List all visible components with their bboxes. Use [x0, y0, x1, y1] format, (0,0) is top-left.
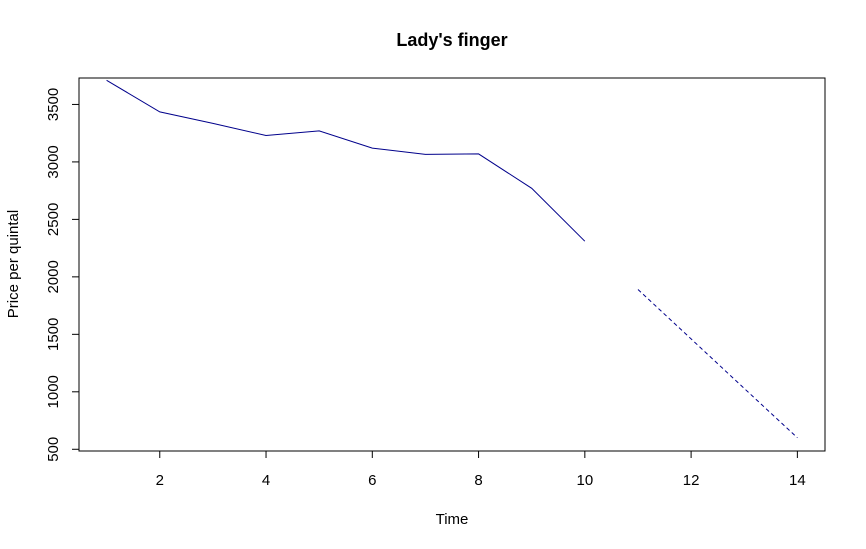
y-axis: 500 1000 1500 2000 2500 3000 3500 — [45, 88, 80, 462]
plot-frame — [78, 77, 826, 452]
y-tick-label: 3500 — [45, 88, 62, 121]
y-tick-label: 1500 — [45, 318, 62, 351]
x-tick-label: 4 — [262, 472, 270, 489]
x-axis-label: Time — [436, 511, 469, 528]
y-tick-label: 3000 — [45, 145, 62, 178]
x-axis: 2 4 6 8 10 12 14 — [156, 450, 806, 489]
y-axis-label: Price per quintal — [5, 210, 22, 318]
y-tick-label: 2500 — [45, 203, 62, 236]
x-tick-label: 2 — [156, 472, 164, 489]
x-tick-label: 14 — [789, 472, 806, 489]
y-tick-label: 500 — [45, 437, 62, 462]
price-line — [106, 79, 586, 242]
x-tick-label: 10 — [576, 472, 593, 489]
chart-title: Lady's finger — [396, 30, 507, 50]
series-layer — [106, 79, 798, 439]
y-tick-label: 1000 — [45, 375, 62, 408]
x-tick-label: 6 — [368, 472, 376, 489]
forecast-line — [637, 289, 798, 439]
x-tick-label: 12 — [683, 472, 700, 489]
y-tick-label: 2000 — [45, 260, 62, 293]
x-tick-label: 8 — [474, 472, 482, 489]
